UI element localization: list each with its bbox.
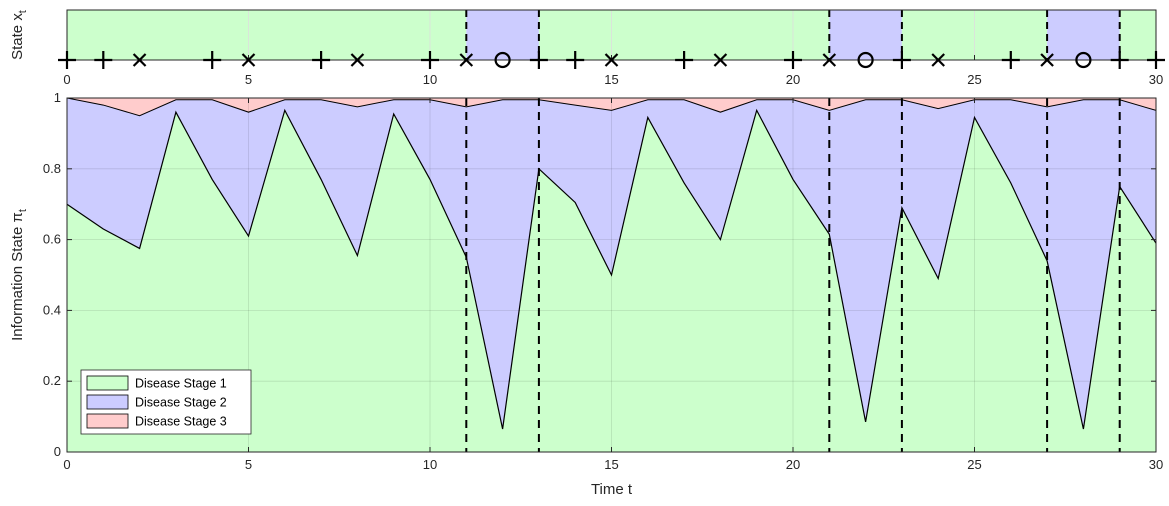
cross-marker <box>822 53 837 67</box>
plus-marker <box>1110 51 1129 69</box>
bottom-y-axis-label: Information State πt <box>9 209 29 341</box>
legend-label: Disease Stage 1 <box>135 377 227 391</box>
information-state-panel: 0 5 10 15 20 25 30 0 0.2 0.4 0.6 0.8 1 Time t Informat… <box>9 90 1163 498</box>
plus-marker <box>892 51 911 69</box>
x-tick-label: 0 <box>63 72 70 87</box>
state-band <box>1119 10 1156 60</box>
top-y-axis-label-subscript: t <box>17 10 29 13</box>
cross-marker-b <box>822 53 837 67</box>
state-panel: 0 5 10 15 20 25 30 State xt <box>9 9 1165 87</box>
cross-marker <box>241 53 256 67</box>
plus-marker <box>529 51 548 69</box>
circle-marker <box>857 51 874 69</box>
cross-marker <box>931 53 945 67</box>
legend-swatch <box>86 413 129 429</box>
x-tick-label: 25 <box>967 72 981 87</box>
state-band <box>829 10 902 60</box>
plus-marker <box>94 51 113 69</box>
plus-marker <box>421 51 439 69</box>
cross-marker <box>132 53 147 67</box>
cross-marker-b <box>132 53 147 67</box>
x-tick-label: 15 <box>604 72 618 87</box>
cross-marker-b <box>1040 53 1054 67</box>
y-tick-label: 1 <box>54 90 61 105</box>
legend-label: Disease Stage 3 <box>135 415 227 429</box>
cross-marker <box>350 53 365 67</box>
plus-marker <box>1147 51 1165 69</box>
stage1-area <box>67 110 1156 452</box>
cross-marker-b <box>931 53 945 67</box>
x-axis-label: Time t <box>591 481 633 498</box>
y-tick-label: 0.4 <box>43 302 61 317</box>
x-tick-label: 15 <box>604 457 618 472</box>
plus-marker <box>1001 51 1020 69</box>
legend: Disease Stage 1 Disease Stage 2 Disease St… <box>80 369 252 435</box>
x-tick-label: 30 <box>1149 457 1163 472</box>
circle-marker <box>494 51 511 69</box>
cross-marker-b <box>350 53 365 67</box>
x-tick-label: 0 <box>63 457 70 472</box>
plus-marker <box>312 51 331 69</box>
x-tick-label: 5 <box>245 72 252 87</box>
x-tick-label: 20 <box>786 72 800 87</box>
cross-marker <box>713 53 728 67</box>
legend-label: Disease Stage 2 <box>135 396 227 410</box>
stage1-boundary-line <box>66 108 1157 430</box>
bottom-y-axis-label-subscript: t <box>17 209 29 212</box>
state-band <box>466 10 539 60</box>
y-tick-label: 0.6 <box>43 232 61 247</box>
cross-marker <box>604 53 619 67</box>
cross-marker-b <box>604 53 619 67</box>
plus-marker <box>566 51 585 69</box>
cross-marker <box>1040 53 1054 67</box>
cross-marker-b <box>241 53 256 67</box>
plus-marker <box>203 51 222 69</box>
legend-swatch <box>86 375 129 391</box>
cross-marker-b <box>713 53 728 67</box>
state-band <box>67 10 467 60</box>
plus-marker <box>675 51 694 69</box>
cross-marker <box>459 53 474 67</box>
y-tick-label: 0 <box>54 444 61 459</box>
state-band <box>1047 10 1120 60</box>
x-tick-label: 10 <box>423 457 437 472</box>
circle-marker <box>1075 51 1092 69</box>
plus-marker <box>58 51 76 69</box>
legend-swatch <box>86 394 129 410</box>
x-tick-label: 30 <box>1149 72 1163 87</box>
y-tick-label: 0.2 <box>43 373 61 388</box>
plus-marker <box>784 51 802 69</box>
y-tick-label: 0.8 <box>43 161 61 176</box>
x-tick-label: 5 <box>245 457 252 472</box>
top-y-axis-label: State xt <box>9 10 29 60</box>
cross-marker-b <box>459 53 474 67</box>
x-tick-label: 25 <box>967 457 981 472</box>
x-tick-label: 20 <box>786 457 800 472</box>
x-tick-label: 10 <box>423 72 437 87</box>
